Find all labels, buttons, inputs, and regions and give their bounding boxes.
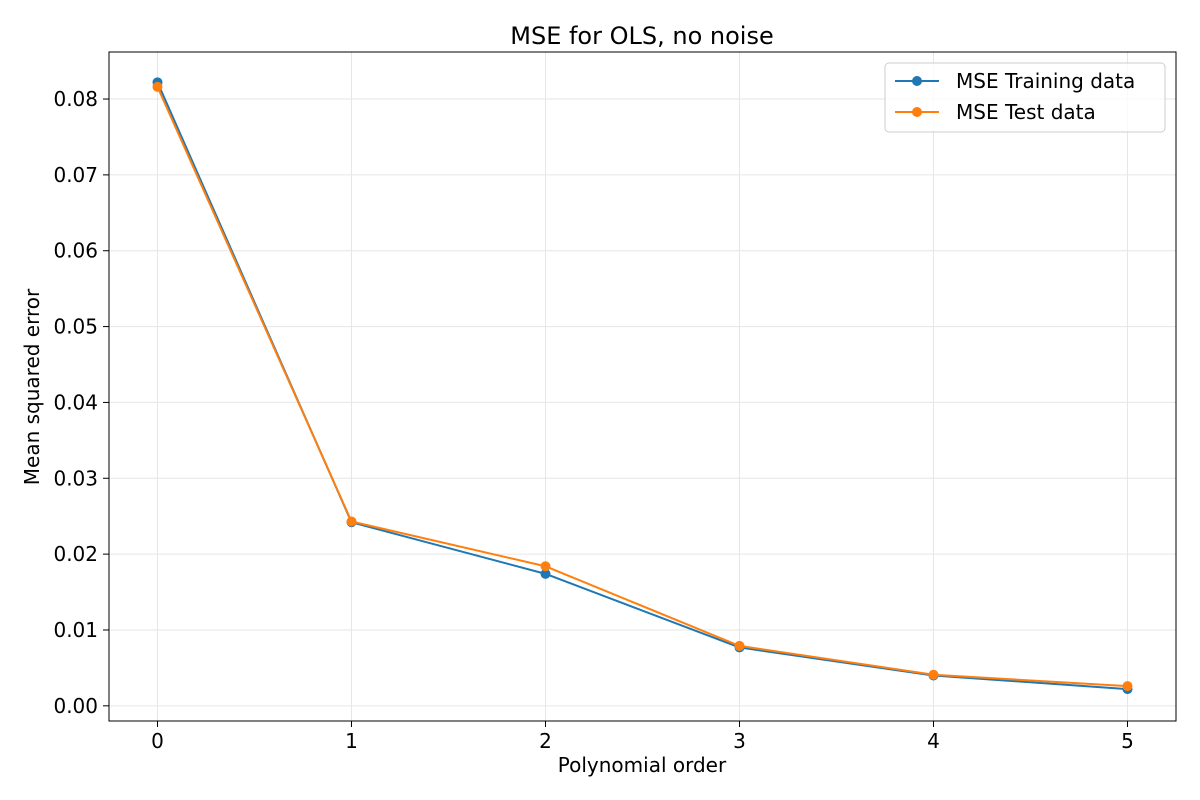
y-tick-label: 0.03	[53, 466, 98, 490]
y-tick-label: 0.02	[53, 542, 98, 566]
x-tick-label: 0	[151, 729, 164, 753]
data-point-mse-test-data	[540, 561, 551, 572]
data-point-mse-test-data	[928, 669, 939, 680]
x-tick-label: 2	[539, 729, 552, 753]
y-tick-label: 0.06	[53, 239, 98, 263]
legend-marker-training	[912, 76, 922, 86]
axis-ticks: 0 1 2 3 4 5 0.00 0.01 0.02 0.03 0.04 0.05 0.06 0.07 0.…	[53, 87, 1133, 753]
x-tick-label: 3	[733, 729, 746, 753]
x-axis-title: Polynomial order	[558, 753, 727, 777]
grid-lines	[109, 52, 1176, 721]
series-lines	[152, 77, 1133, 695]
x-tick-label: 1	[345, 729, 358, 753]
y-tick-label: 0.07	[53, 163, 98, 187]
plot-frame	[108, 51, 1177, 722]
legend: MSE Training data MSE Test data	[884, 62, 1166, 133]
legend-marker-test	[912, 107, 922, 117]
legend-label-test: MSE Test data	[956, 100, 1096, 124]
y-tick-label: 0.05	[53, 315, 98, 339]
x-tick-label: 4	[927, 729, 940, 753]
legend-box	[884, 62, 1166, 133]
legend-label-training: MSE Training data	[956, 69, 1135, 93]
y-tick-label: 0.00	[53, 694, 98, 718]
data-point-mse-test-data	[734, 640, 745, 651]
data-point-mse-training-data	[540, 568, 551, 579]
y-tick-label: 0.01	[53, 618, 98, 642]
chart-title: MSE for OLS, no noise	[510, 22, 773, 50]
data-point-mse-test-data	[1122, 681, 1133, 692]
y-axis-title: Mean squared error	[20, 288, 44, 485]
y-tick-label: 0.08	[53, 87, 98, 111]
series-line-mse-test-data	[156, 86, 1128, 688]
data-point-mse-test-data	[346, 516, 357, 527]
x-tick-label: 5	[1121, 729, 1134, 753]
y-tick-label: 0.04	[53, 390, 98, 414]
data-point-mse-test-data	[152, 81, 163, 92]
